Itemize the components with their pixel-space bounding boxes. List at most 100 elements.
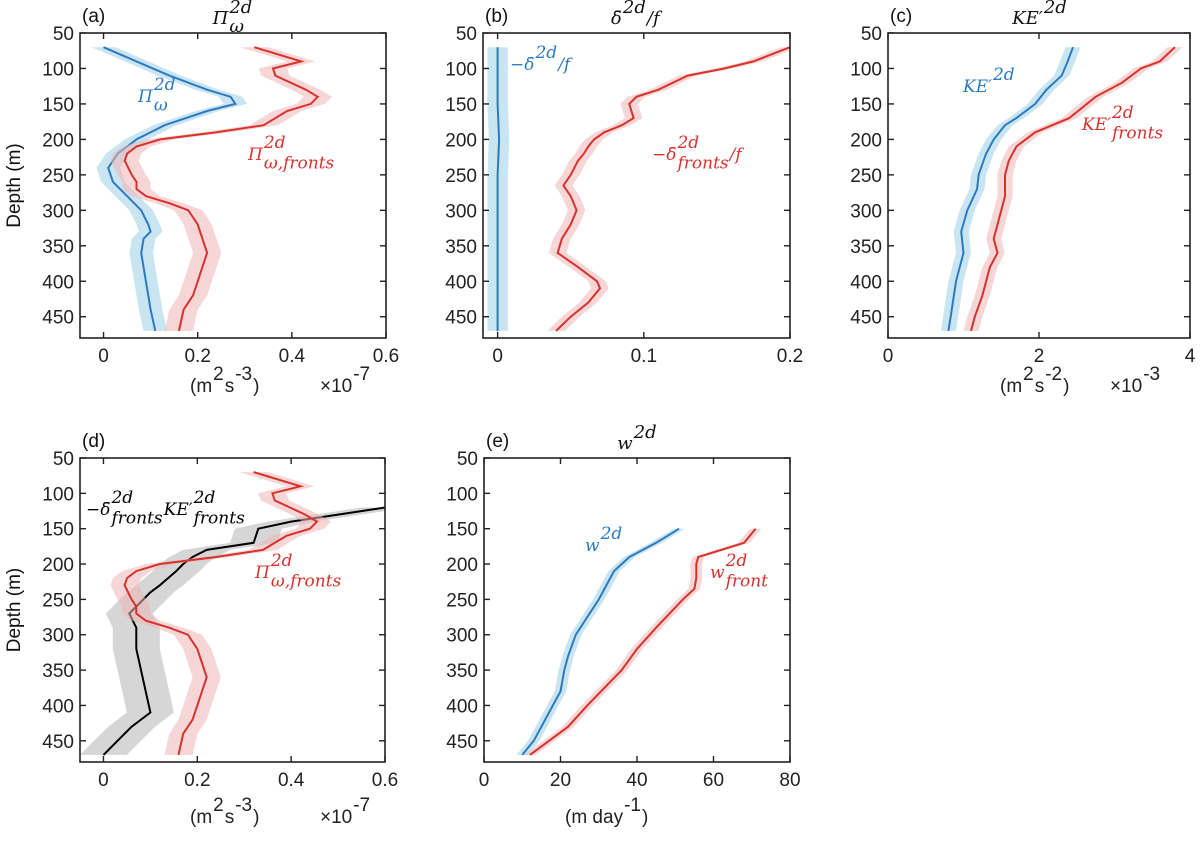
x-axis-label-text: s	[225, 376, 235, 397]
panel-label: (a)	[82, 6, 105, 27]
panel-title-text: KE′	[1011, 8, 1043, 29]
y-tick-label: 250	[42, 590, 74, 611]
y-tick-label: 250	[850, 166, 882, 187]
y-axis-label: Depth (m)	[4, 568, 25, 652]
y-tick-label: 50	[53, 449, 74, 470]
series-label-text: −δ̄	[510, 55, 534, 75]
x-axis-label-superscript: 2	[213, 364, 224, 385]
x-tick-label: 4	[1185, 346, 1196, 367]
panel-title-text: /f	[645, 8, 663, 29]
series-label-text: w	[710, 563, 725, 583]
x-axis-multiplier-superscript: -3	[1143, 364, 1160, 385]
series-label-superscript: 2d	[676, 133, 699, 153]
panel-title-text: Π	[212, 8, 229, 29]
series-label-subscript: fronts	[192, 509, 245, 529]
series-0-uncertainty-band	[516, 528, 685, 755]
x-tick-label: 0.2	[184, 346, 210, 367]
y-tick-label: 300	[42, 626, 74, 647]
series-1-uncertainty-band	[963, 47, 1183, 331]
panel-e: 0 20 40 60 80 50 100 150 200 250 300 350 400 450 (e)	[446, 431, 800, 791]
panel-title: δ̄2d/f	[611, 0, 663, 29]
y-tick-label: 350	[445, 237, 477, 258]
x-tick-label: 0.6	[372, 770, 398, 791]
series-label-text: KE′	[962, 77, 992, 97]
series-label-text: KE′	[163, 500, 193, 520]
series-1-line	[970, 46, 1176, 332]
series-1-line	[555, 46, 790, 332]
y-tick-label: 350	[850, 237, 882, 258]
y-tick-label: 50	[53, 24, 74, 45]
axes-frame	[79, 457, 386, 763]
x-tick-label: 0	[98, 770, 109, 791]
y-tick-label: 50	[861, 24, 882, 45]
series-label-superscript: 2d	[110, 488, 133, 508]
series-label-superscript: 2d	[992, 65, 1015, 85]
y-tick-label: 150	[445, 95, 477, 116]
y-tick-label: 300	[42, 201, 74, 222]
axes-frame	[483, 457, 791, 763]
x-axis-label-text: (m	[1000, 376, 1022, 397]
panel-b: 0 0.1 0.2 50 100 150 200 250 300 350 400 450 (b)	[445, 6, 803, 367]
series-0-line	[521, 527, 680, 756]
y-tick-label: 100	[445, 59, 477, 80]
x-tick-label: 0.2	[184, 770, 210, 791]
panel-label: (b)	[485, 6, 508, 27]
y-tick-label: 200	[42, 555, 74, 576]
y-tick-label: 150	[42, 520, 74, 541]
series-label-superscript: 2d	[600, 524, 623, 544]
x-tick-label: 20	[550, 770, 571, 791]
y-tick-label: 100	[850, 59, 882, 80]
y-tick-label: 50	[457, 449, 478, 470]
series-0-line	[102, 506, 385, 756]
series-1-uncertainty-band	[547, 47, 790, 331]
x-axis-label-superscript: -3	[235, 364, 252, 385]
series-label-text: w	[585, 536, 600, 556]
panel-a: 0 0.2 0.4 0.6 50 100 150 200 250 300 350 400 450 (a) D…	[4, 6, 399, 367]
y-tick-label: 450	[446, 732, 478, 753]
series-label-subscript: fronts	[1110, 124, 1163, 144]
x-axis-label-text: )	[1063, 376, 1069, 397]
series-label-subscript: ω,fronts	[264, 154, 335, 174]
y-tick-label: 50	[456, 24, 477, 45]
series-label-subscript: fronts	[109, 509, 162, 529]
x-axis-label-text: )	[253, 376, 259, 397]
y-tick-label: 400	[42, 272, 74, 293]
y-tick-label: 250	[445, 166, 477, 187]
y-tick-label: 150	[446, 520, 478, 541]
y-tick-label: 100	[42, 59, 74, 80]
series-0-uncertainty-band	[940, 47, 1081, 331]
y-tick-label: 300	[446, 626, 478, 647]
series-0-line	[496, 47, 501, 331]
y-tick-label: 450	[42, 732, 74, 753]
y-tick-label: 150	[850, 95, 882, 116]
series-0-line	[103, 46, 238, 332]
x-axis-label: (m day-1)	[565, 795, 648, 828]
series-0-uncertainty-band	[80, 507, 385, 755]
series-0-line	[947, 46, 1074, 332]
series-label-superscript: 2d	[534, 43, 557, 63]
y-tick-label: 200	[445, 130, 477, 151]
series-label: −δ̄2d/f	[510, 43, 573, 75]
x-axis-multiplier-superscript: -7	[353, 364, 370, 385]
series-label-superscript: 2d	[1111, 103, 1134, 123]
panel-title-superscript: 2d	[633, 422, 657, 443]
axes-frame	[887, 32, 1191, 339]
x-tick-label: 0.1	[631, 346, 657, 367]
panel-label: (c)	[890, 6, 912, 27]
x-tick-label: 0	[479, 770, 490, 791]
axes-frame	[482, 32, 791, 339]
x-axis-label-superscript: -2	[1045, 364, 1062, 385]
x-axis-label-superscript: 2	[1023, 364, 1034, 385]
axes-frame	[79, 32, 387, 339]
y-tick-label: 300	[445, 201, 477, 222]
x-axis-multiplier-text: ×10	[320, 376, 352, 397]
y-tick-label: 250	[42, 166, 74, 187]
x-tick-label: 0	[883, 346, 894, 367]
series-label-superscript: 2d	[193, 488, 216, 508]
y-tick-label: 450	[42, 308, 74, 329]
series-1-line	[123, 46, 320, 332]
